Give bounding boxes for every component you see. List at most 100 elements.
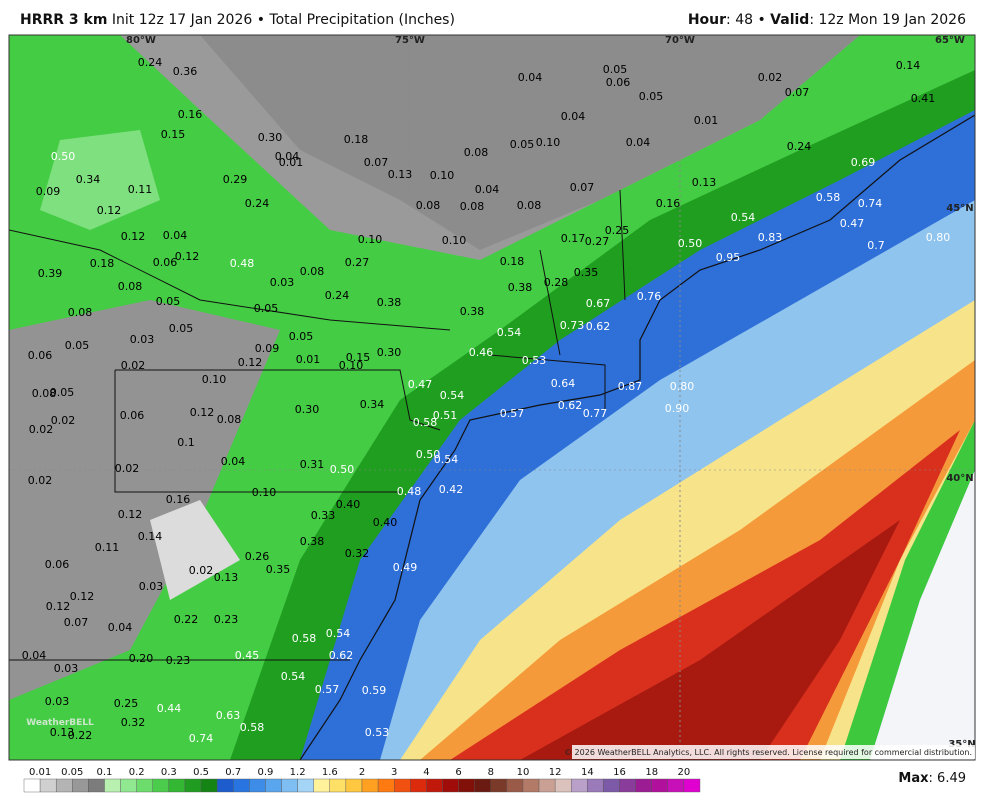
legend-tick-label: 8 <box>488 767 494 778</box>
legend-tick-label: 14 <box>581 767 594 778</box>
point-label: 0.12 <box>238 356 263 369</box>
legend-swatch <box>72 778 89 793</box>
point-label: 0.03 <box>270 276 295 289</box>
point-label: 0.58 <box>413 416 438 429</box>
point-label: 0.18 <box>500 255 525 268</box>
point-label: 0.09 <box>255 342 280 355</box>
point-label: 0.30 <box>377 346 402 359</box>
legend-swatch <box>587 778 604 793</box>
point-label: 0.06 <box>28 349 53 362</box>
point-label: 0.48 <box>230 257 255 270</box>
point-label: 0.14 <box>896 59 921 72</box>
point-label: 0.7 <box>867 239 885 252</box>
legend-swatch <box>635 778 652 793</box>
lon-label: 75°W <box>395 35 425 46</box>
point-label: 0.41 <box>911 92 936 105</box>
point-label: 0.62 <box>558 399 583 412</box>
legend-swatch <box>152 778 170 793</box>
point-label: 0.06 <box>45 558 70 571</box>
point-label: 0.33 <box>311 509 336 522</box>
point-label: 0.04 <box>22 649 47 662</box>
point-label: 0.06 <box>606 76 631 89</box>
legend-tick-label: 18 <box>645 767 658 778</box>
point-label: 0.08 <box>464 146 489 159</box>
point-label: 0.05 <box>65 339 90 352</box>
point-label: 0.83 <box>758 231 783 244</box>
point-label: 0.14 <box>138 530 163 543</box>
point-label: 0.40 <box>373 516 398 529</box>
legend-swatch <box>683 778 701 793</box>
point-label: 0.58 <box>292 632 317 645</box>
legend-swatch <box>329 778 347 793</box>
point-label: 0.13 <box>692 176 717 189</box>
point-label: 0.03 <box>139 580 164 593</box>
legend-tick-label: 3 <box>391 767 397 778</box>
legend-swatch <box>619 778 636 793</box>
point-label: 0.18 <box>90 257 115 270</box>
legend-tick-label: 0.3 <box>161 767 177 778</box>
point-label: 0.74 <box>858 197 883 210</box>
point-label: 0.54 <box>497 326 522 339</box>
legend-swatch <box>168 778 186 793</box>
point-label: 0.63 <box>216 709 241 722</box>
point-label: 0.16 <box>656 197 681 210</box>
legend-swatch <box>184 778 202 793</box>
legend-tick-label: 0.7 <box>225 767 241 778</box>
point-label: 0.69 <box>851 156 876 169</box>
point-label: 0.18 <box>344 133 369 146</box>
point-label: 0.10 <box>202 373 227 386</box>
legend-swatch <box>39 778 57 793</box>
legend-swatch <box>554 778 572 793</box>
point-label: 0.54 <box>731 211 756 224</box>
legend-swatch <box>281 778 298 793</box>
point-label: 0.23 <box>214 613 239 626</box>
legend-swatch <box>410 778 427 793</box>
point-label: 0.57 <box>315 683 340 696</box>
legend-tick-label: 4 <box>423 767 429 778</box>
point-label: 0.22 <box>174 613 199 626</box>
legend-tick-label: 2 <box>359 767 365 778</box>
point-label: 0.50 <box>51 150 76 163</box>
legend-tick-label: 10 <box>517 767 530 778</box>
legend-swatch <box>55 778 73 793</box>
point-label: 0.25 <box>114 697 139 710</box>
point-label: 0.50 <box>330 463 355 476</box>
point-label: 0.12 <box>190 406 215 419</box>
point-label: 0.23 <box>166 654 191 667</box>
point-label: 0.04 <box>518 71 543 84</box>
legend-swatch <box>120 778 137 793</box>
point-label: 0.62 <box>329 649 354 662</box>
point-label: 0.01 <box>296 353 321 366</box>
legend-swatch <box>490 778 508 793</box>
point-label: 0.31 <box>300 458 325 471</box>
legend-tick-label: 0.2 <box>129 767 145 778</box>
point-label: 0.02 <box>121 359 146 372</box>
legend-swatch <box>345 778 363 793</box>
valid-key: Valid <box>770 12 810 28</box>
legend-tick-label: 6 <box>455 767 461 778</box>
point-label: 0.11 <box>128 183 153 196</box>
header-left: HRRR 3 km Init 12z 17 Jan 2026 • Total P… <box>20 12 455 28</box>
point-label: 0.50 <box>678 237 703 250</box>
legend-tick-label: 12 <box>549 767 562 778</box>
point-label: 0.25 <box>605 224 630 237</box>
point-label: 0.24 <box>245 197 270 210</box>
point-label: 0.01 <box>279 156 304 169</box>
point-label: 0.02 <box>758 71 783 84</box>
point-label: 0.30 <box>258 131 283 144</box>
point-label: 0.07 <box>570 181 595 194</box>
precip-field <box>9 35 975 760</box>
point-label: 0.15 <box>346 351 371 364</box>
point-label: 0.05 <box>50 386 75 399</box>
point-label: 0.45 <box>235 649 260 662</box>
point-label: 0.42 <box>439 483 464 496</box>
point-label: 0.02 <box>28 474 53 487</box>
point-label: 0.38 <box>300 535 325 548</box>
point-label: 0.53 <box>522 354 547 367</box>
point-label: 0.22 <box>68 729 93 742</box>
point-label: 0.38 <box>460 305 485 318</box>
legend-swatch <box>603 778 620 793</box>
point-label: 0.02 <box>29 423 54 436</box>
point-label: 0.38 <box>508 281 533 294</box>
point-label: 0.05 <box>510 138 535 151</box>
